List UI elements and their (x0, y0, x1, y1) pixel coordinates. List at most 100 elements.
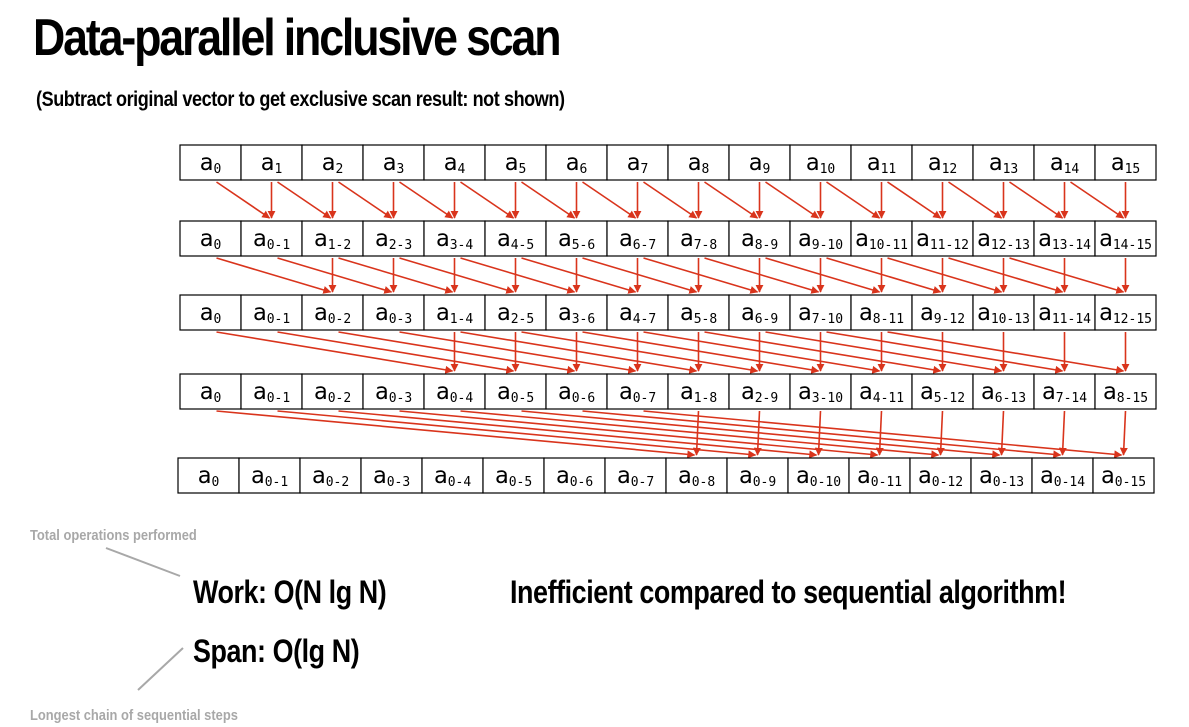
cell-subscript: 1-4 (450, 312, 474, 327)
cell-label: a8-15 (1103, 379, 1148, 406)
cell-label: a0-1 (251, 463, 288, 490)
cell-subscript: 0-1 (267, 312, 290, 327)
cell-label: a0 (198, 463, 220, 490)
arrow-diagonal (460, 331, 698, 374)
cell-base: a (619, 300, 633, 326)
cell-label: a5-8 (680, 300, 717, 327)
cell-base: a (741, 379, 755, 405)
cell-label: a11 (867, 150, 897, 177)
cell-base: a (200, 379, 214, 405)
arrow-vertical (936, 410, 945, 456)
cell-label: a0-6 (558, 379, 595, 406)
cell-subscript: 13-14 (1052, 238, 1091, 253)
cell-label: a8-11 (859, 300, 904, 327)
cell-label: a0-6 (556, 463, 593, 490)
arrow-diagonal (704, 181, 759, 219)
cell-subscript: 12 (942, 162, 958, 177)
cell-subscript: 0-1 (267, 238, 290, 253)
scan-cell (606, 294, 669, 331)
cell-base: a (505, 150, 519, 176)
cell-label: a5-6 (558, 226, 595, 253)
inefficiency-note: Inefficient compared to sequential algor… (510, 574, 1067, 610)
cell-label: a0-4 (436, 379, 474, 406)
arrow-diagonal (643, 331, 881, 374)
arrow-diagonal (216, 181, 271, 219)
arrow-diagonal (704, 257, 820, 294)
cell-base: a (1101, 463, 1115, 489)
cell-subscript: 0-6 (572, 391, 595, 406)
cell-subscript: 0-7 (633, 391, 656, 406)
cell-base: a (375, 226, 389, 252)
cell-subscript: 2-5 (511, 312, 534, 327)
arrow-diagonal (521, 331, 759, 374)
cell-subscript: 0 (214, 312, 222, 327)
cell-label: a2 (322, 150, 344, 177)
cell-label: a0-12 (918, 463, 963, 490)
cell-subscript: 9 (763, 162, 771, 177)
scan-cell (728, 294, 791, 331)
cell-label: a6-13 (981, 379, 1026, 406)
scan-cell (179, 294, 242, 331)
scan-cell (726, 457, 789, 494)
cell-base: a (1111, 150, 1125, 176)
cell-base: a (749, 150, 763, 176)
cell-base: a (558, 379, 572, 405)
scan-cell (423, 220, 486, 257)
cell-base: a (741, 226, 755, 252)
cell-base: a (979, 463, 993, 489)
scan-cell (850, 144, 913, 181)
page-title: Data-parallel inclusive scan (33, 9, 562, 67)
cell-base: a (855, 226, 869, 252)
cell-base: a (798, 379, 812, 405)
arrow-vertical (1058, 410, 1067, 456)
arrow-diagonal (216, 331, 454, 374)
cell-label: a13 (989, 150, 1019, 177)
cell-subscript: 11 (881, 162, 897, 177)
cell-subscript: 0-2 (328, 312, 351, 327)
cell-label: a1-8 (680, 379, 717, 406)
span-complexity: Span: O(lg N) (193, 633, 360, 669)
cell-subscript: 5-12 (934, 391, 965, 406)
cell-label: a0 (200, 226, 222, 253)
cell-subscript: 8 (702, 162, 710, 177)
cell-subscript: 14-15 (1113, 238, 1152, 253)
cell-label: a9 (749, 150, 771, 177)
scan-cell (911, 144, 974, 181)
arrow-diagonal (582, 331, 820, 374)
arrow-diagonal (643, 257, 759, 294)
cell-label: a1-2 (314, 226, 351, 253)
scan-cell (299, 457, 362, 494)
arrow-diagonal (399, 410, 879, 459)
arrow-diagonal (216, 410, 696, 459)
cell-label: a0 (200, 300, 222, 327)
cell-label: a0-2 (312, 463, 349, 490)
cell-base: a (314, 226, 328, 252)
cell-subscript: 0-3 (389, 391, 412, 406)
scan-row-3: a0 a0-1 a0-2 a0-3 a0-4 a0-5 a0-6 a0-7 a1-8 a2-9 a3… (179, 373, 1157, 410)
cell-subscript: 1-8 (694, 391, 717, 406)
cell-subscript: 8-15 (1117, 391, 1148, 406)
cell-label: a0-15 (1101, 463, 1146, 490)
cell-base: a (680, 379, 694, 405)
scan-cell (787, 457, 850, 494)
arrow-diagonal (399, 181, 454, 219)
scan-cell (362, 144, 425, 181)
cell-label: a5 (505, 150, 527, 177)
cell-subscript: 5 (519, 162, 527, 177)
scan-cell (970, 457, 1033, 494)
cell-base: a (497, 226, 511, 252)
scan-cell (667, 373, 730, 410)
cell-subscript: 0-15 (1115, 475, 1146, 490)
cell-base: a (312, 463, 326, 489)
cell-label: a0-5 (497, 379, 534, 406)
cell-subscript: 0-11 (871, 475, 902, 490)
cell-label: a4-11 (859, 379, 904, 406)
cell-label: a0-3 (373, 463, 410, 490)
step-2-arrows (216, 257, 1130, 294)
arrow-diagonal (887, 181, 942, 219)
cell-base: a (989, 150, 1003, 176)
scan-cell (1033, 373, 1096, 410)
cell-base: a (680, 226, 694, 252)
cell-subscript: 1-2 (328, 238, 351, 253)
cell-label: a13-14 (1038, 226, 1091, 253)
